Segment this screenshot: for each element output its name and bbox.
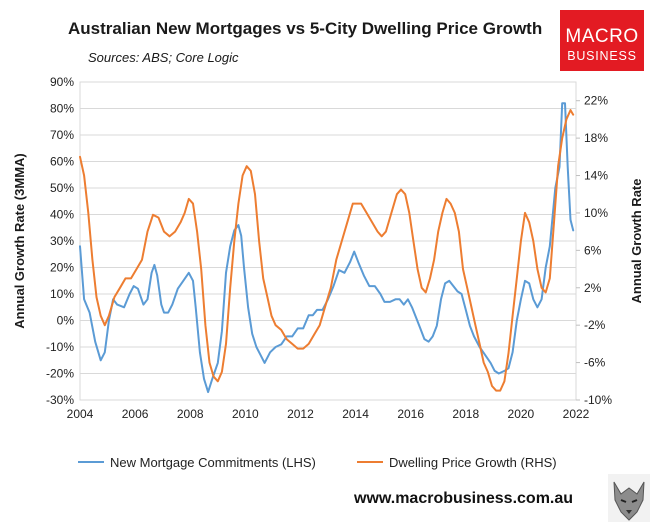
y-left-tick-label: -30%	[46, 393, 74, 407]
x-axis-ticks: 2004 2006 2008 2010 2012 2014 2016 2018 2020 2022	[67, 407, 590, 421]
x-tick-label: 2018	[452, 407, 479, 421]
legend-label-mortgages: New Mortgage Commitments (LHS)	[110, 455, 316, 470]
wolf-logo-icon	[608, 474, 650, 522]
y-right-tick-label: 14%	[584, 169, 608, 183]
series-line-prices	[79, 109, 575, 392]
macrobusiness-logo: MACRO BUSINESS	[560, 10, 644, 71]
x-tick-label: 2004	[67, 407, 94, 421]
right-axis-title: Annual Growth Rate	[629, 179, 644, 304]
y-left-tick-label: 60%	[50, 155, 74, 169]
y-left-tick-label: 10%	[50, 287, 74, 301]
y-right-tick-label: 6%	[584, 243, 602, 257]
chart-subtitle: Sources: ABS; Core Logic	[88, 50, 239, 65]
x-tick-label: 2016	[397, 407, 424, 421]
left-axis-ticks: 90% 80% 70% 60% 50% 40% 30% 20% 10% 0% -10% -20% -30…	[46, 75, 74, 407]
series-line-mortgages	[79, 102, 575, 394]
x-tick-label: 2014	[342, 407, 369, 421]
y-left-tick-label: 30%	[50, 234, 74, 248]
y-left-tick-label: -10%	[46, 340, 74, 354]
wolf-eyes	[620, 499, 638, 503]
x-tick-label: 2012	[287, 407, 314, 421]
y-left-tick-label: 40%	[50, 208, 74, 222]
y-left-tick-label: 50%	[50, 181, 74, 195]
logo-background	[560, 10, 644, 71]
gridlines	[80, 108, 576, 374]
legend-label-prices: Dwelling Price Growth (RHS)	[389, 455, 557, 470]
legend: New Mortgage Commitments (LHS) Dwelling …	[78, 455, 557, 470]
y-right-tick-label: -6%	[584, 356, 606, 370]
x-tick-label: 2010	[232, 407, 259, 421]
footer-url: www.macrobusiness.com.au	[353, 490, 573, 507]
y-left-tick-label: -20%	[46, 367, 74, 381]
y-right-tick-label: -10%	[584, 393, 612, 407]
wolf-nose	[626, 510, 632, 514]
y-right-tick-label: 10%	[584, 206, 608, 220]
series-lines	[79, 102, 575, 394]
x-tick-label: 2006	[122, 407, 149, 421]
y-right-tick-label: 2%	[584, 281, 602, 295]
chart-title: Australian New Mortgages vs 5-City Dwell…	[68, 19, 542, 38]
x-tick-label: 2020	[508, 407, 535, 421]
left-axis-title: Annual Growth Rate (3MMA)	[12, 153, 27, 329]
x-tick-label: 2008	[177, 407, 204, 421]
y-right-tick-label: -2%	[584, 318, 606, 332]
y-left-tick-label: 90%	[50, 75, 74, 89]
wolf-head-shape	[613, 481, 645, 521]
y-left-tick-label: 70%	[50, 128, 74, 142]
y-left-tick-label: 20%	[50, 261, 74, 275]
logo-line-macro: MACRO	[565, 26, 638, 47]
right-axis-ticks: 22% 18% 14% 10% 6% 2% -2% -6% -10%	[576, 94, 612, 407]
logo-line-business: BUSINESS	[567, 49, 637, 63]
y-left-tick-label: 0%	[57, 314, 75, 328]
y-left-tick-label: 80%	[50, 102, 74, 116]
y-right-tick-label: 22%	[584, 94, 608, 108]
y-right-tick-label: 18%	[584, 131, 608, 145]
x-tick-label: 2022	[563, 407, 590, 421]
